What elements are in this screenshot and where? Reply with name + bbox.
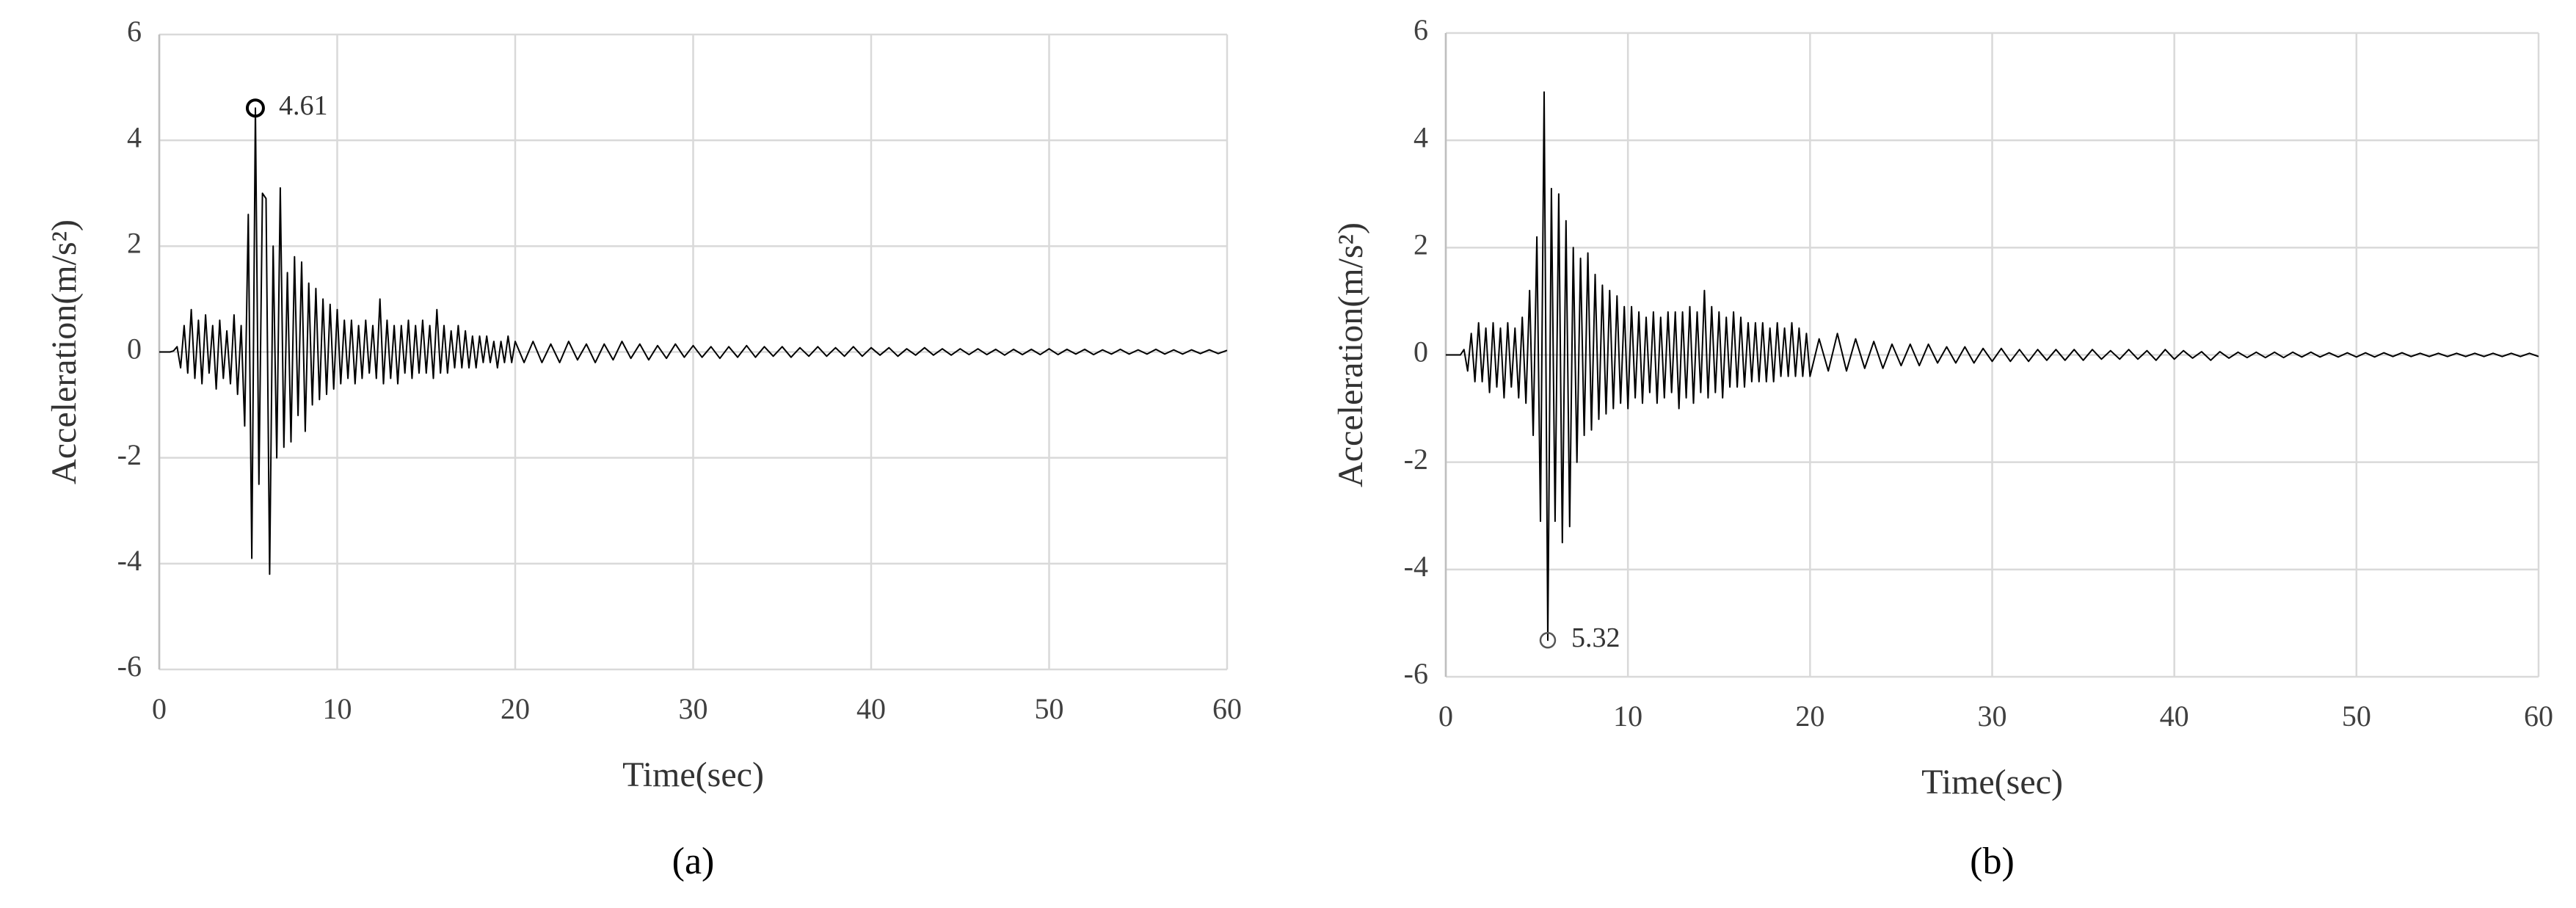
y-tick-label: -6 (1404, 657, 1428, 690)
y-tick-label: 6 (127, 15, 142, 48)
y-tick-label: 2 (127, 227, 142, 260)
y-tick-label: -4 (1404, 550, 1428, 583)
x-axis-title: Time(sec) (1921, 763, 2063, 802)
y-tick-label: 0 (127, 333, 142, 366)
caption: (b) (1970, 840, 2015, 882)
y-tick-label: 4 (1413, 120, 1428, 153)
y-tick-label: 2 (1413, 228, 1428, 261)
x-tick-label: 40 (2160, 700, 2189, 733)
x-tick-label: 30 (1978, 700, 2007, 733)
x-tick-label: 0 (152, 692, 167, 725)
x-tick-label: 50 (1035, 692, 1064, 725)
x-tick-label: 0 (1438, 700, 1453, 733)
peak-marker (1539, 632, 1557, 649)
y-tick-label: -2 (1404, 443, 1428, 476)
x-tick-label: 30 (679, 692, 708, 725)
peak-label: 4.61 (279, 90, 328, 121)
y-tick-label: -4 (117, 544, 142, 577)
x-tick-label: 20 (1795, 700, 1824, 733)
x-tick-label: 60 (1212, 692, 1242, 725)
x-tick-label: 10 (1613, 700, 1642, 733)
y-tick-label: 0 (1413, 335, 1428, 368)
y-tick-label: 6 (1413, 13, 1428, 46)
x-tick-label: 10 (323, 692, 352, 725)
y-tick-label: -6 (117, 650, 142, 683)
x-tick-label: 40 (856, 692, 886, 725)
x-tick-label: 60 (2524, 700, 2553, 733)
caption: (a) (672, 840, 715, 882)
peak-marker (245, 98, 265, 118)
y-tick-label: 4 (127, 120, 142, 153)
signal-line (1446, 91, 2539, 642)
peak-label: 5.32 (1571, 622, 1620, 653)
x-tick-label: 50 (2342, 700, 2371, 733)
x-tick-label: 20 (501, 692, 530, 725)
x-axis-title: Time(sec) (622, 755, 764, 794)
y-tick-label: -2 (117, 438, 142, 471)
y-axis-title: Acceleration(m/s²) (45, 219, 84, 484)
y-axis-title: Acceleration(m/s²) (1331, 222, 1370, 487)
signal-line (159, 107, 1228, 575)
